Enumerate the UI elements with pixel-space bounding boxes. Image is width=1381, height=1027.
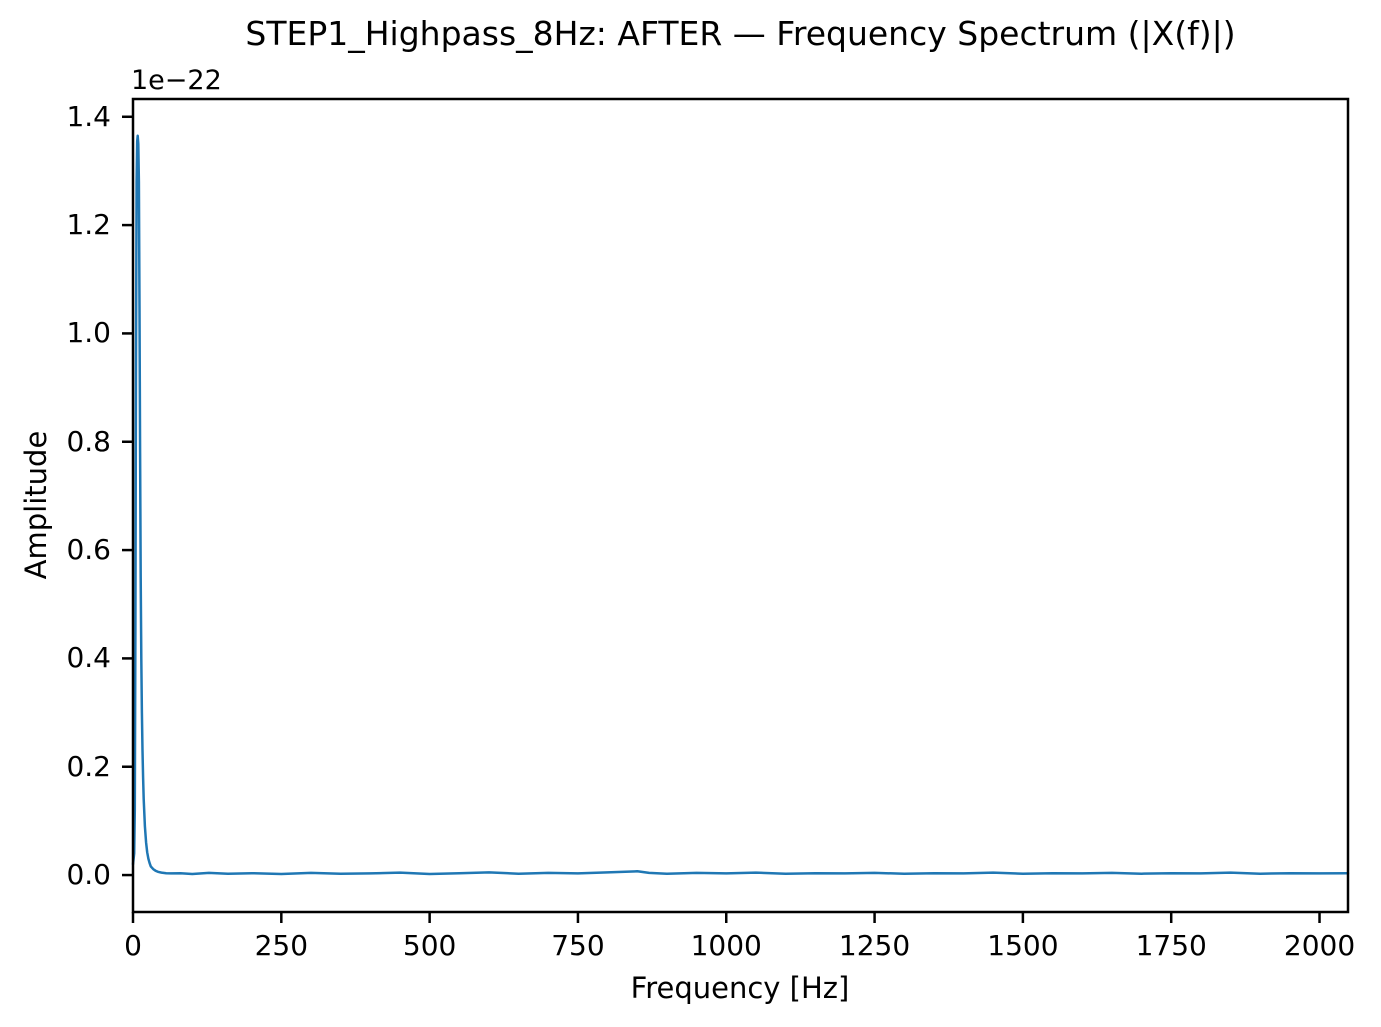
y-axis-offset-label: 1e−22 [131,65,222,96]
x-tick-label: 500 [402,929,457,962]
y-tick-label: 0.0 [66,858,111,892]
x-tick-label: 1000 [690,929,762,962]
x-tick-label: 2000 [1283,929,1356,962]
spectrum-series-line [131,134,1350,876]
y-tick-label: 0.8 [66,424,111,458]
y-tick-label: 0.2 [66,749,111,783]
chart-title: STEP1_Highpass_8Hz: AFTER — Frequency Sp… [245,14,1236,53]
x-tick-label: 0 [124,929,142,962]
x-tick-label: 250 [254,929,309,962]
y-tick-label: 1.4 [66,99,111,133]
y-tick-label: 1.2 [66,208,111,242]
y-tick-label: 0.6 [66,533,111,567]
x-tick-label: 1750 [1135,929,1207,962]
axes-spines [131,97,1350,914]
y-tick-label: 1.0 [66,316,111,350]
y-tick-label: 0.4 [66,641,111,675]
x-tick-label: 750 [551,929,605,962]
x-axis-label: Frequency [Hz] [630,971,850,1005]
x-tick-label: 1500 [987,929,1059,962]
x-tick-label: 1250 [838,929,911,962]
